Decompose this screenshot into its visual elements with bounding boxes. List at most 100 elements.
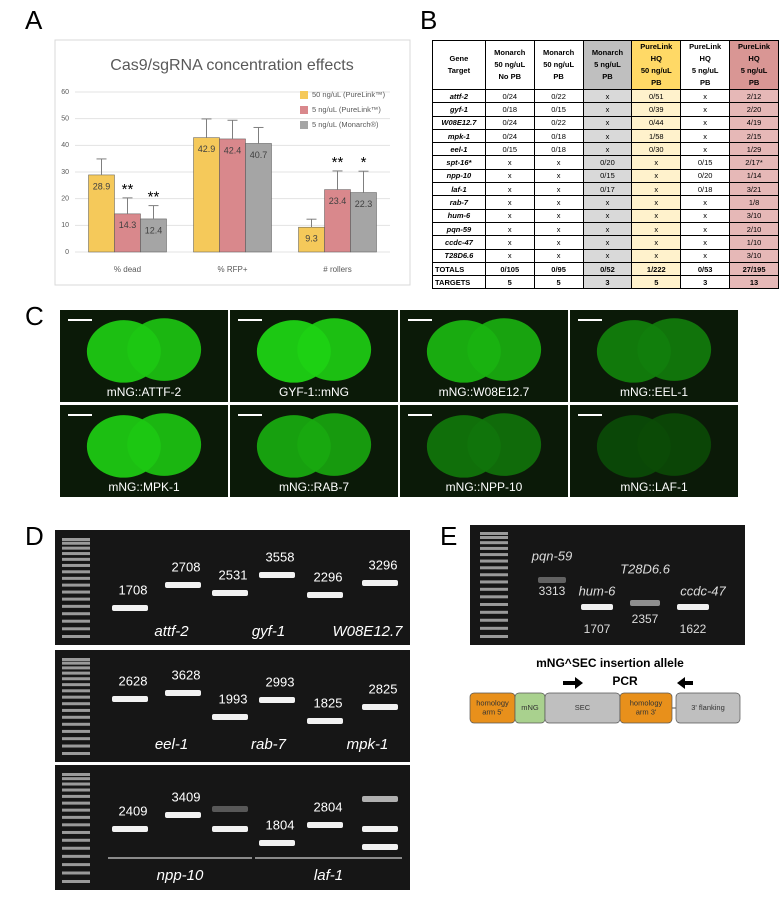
primer-arrow [677,677,693,689]
ladder-band [62,635,90,638]
table-cell: x [631,208,682,223]
ladder-band [480,546,508,550]
bar [350,192,377,253]
ladder-band [480,559,508,563]
cell-blob [127,413,202,476]
table-cell: 0/39 [631,102,682,117]
table-cell: x [680,102,731,117]
table-cell: x [533,235,584,250]
ladder-band [62,702,90,706]
panel-label: A [25,5,43,35]
table-cell: 3 [582,275,633,290]
table-cell: Gene Target [432,40,486,90]
gel-band [259,840,295,846]
band-size: 3296 [369,557,398,572]
table-cell: x [582,208,633,223]
ladder-band [62,744,90,748]
gene-name: W08E12.7 [332,623,403,640]
table-cell: 3/10 [729,208,779,223]
table-cell: x [631,182,682,197]
ladder-band [62,695,90,699]
ladder-band [62,782,90,786]
table-row: T28D6.6 x x x x x 3/10 [432,248,779,263]
table-cell: x [680,88,731,104]
header-line: 5 ng/uL [740,66,768,75]
table-cell: attf-2 [432,88,486,104]
part-label: homology [630,698,663,707]
table-cell: x [680,208,731,223]
table-cell: 0/15 [680,155,731,170]
value-label: 40.7 [250,150,268,160]
gel-band [212,806,248,812]
ladder-band [62,871,90,875]
cell-blob [637,318,712,381]
gene-name: pqn-59 [531,548,572,563]
table-row: mpk-1 0/24 0/18 x 1/58 x 2/15 [432,128,779,144]
band-size: 1825 [314,695,343,710]
significance: ** [148,189,160,206]
ladder-band [480,587,508,591]
table-row: pqn-59 x x x x x 2/10 [432,221,779,237]
ladder-band [62,619,90,623]
table-cell: x [680,142,731,157]
table-cell: 0/20 [582,155,633,170]
table-cell: 13 [729,275,779,290]
bar [245,143,272,253]
gene-name: gyf-1 [252,623,285,640]
header-line: Monarch [494,48,526,57]
table-cell: x [484,195,535,210]
band-size: 3558 [266,549,295,564]
ladder-band [480,535,508,539]
micrograph: mNG::W08E12.7 [400,310,568,402]
y-tick-label: 10 [61,222,69,229]
table-cell: 4/19 [729,115,779,130]
ladder-band [480,595,508,599]
table-row: spt-16* x x 0/20 x 0/15 2/17* [432,155,779,170]
ladder-band [62,823,90,827]
table-cell: x [533,155,584,170]
gel-band [362,844,398,850]
header-line: PureLink HQ [738,42,771,63]
gel-band [307,822,343,828]
ladder-band [62,627,90,631]
ladder-band [62,661,90,665]
panel-label: D [25,521,44,551]
image-label: mNG::NPP-10 [446,480,523,494]
cell-blob [297,413,372,476]
part-label: arm 5' [482,707,503,716]
gel-band [362,796,398,802]
ladder-band [62,689,90,693]
table-cell: T28D6.6 [432,248,486,263]
ladder-band [480,573,508,577]
gel-band [112,696,148,702]
legend-label: 50 ng/uL (PureLink™) [312,90,386,99]
table-cell: 0/52 [582,261,633,277]
table-cell: x [582,235,633,250]
micrograph: mNG::NPP-10 [400,405,568,497]
gene-name: eel-1 [155,736,188,753]
error-bar [306,218,317,228]
table-cell: x [484,248,535,263]
table-cell: TOTALS [432,261,486,277]
gel-band [112,826,148,832]
table-cell: x [631,168,682,184]
table-cell: Monarch 50 ng/uL PB [533,40,584,90]
table-cell: 0/17 [582,182,633,197]
header-line: No PB [498,72,522,81]
ladder-band [62,557,90,561]
value-label: 14.3 [119,220,137,230]
table-cell: npp-10 [432,168,486,184]
table-cell: 0/95 [533,261,584,277]
error-bar [148,205,159,219]
table-cell: x [484,208,535,223]
gel-band [112,605,148,611]
part-label: 3' flanking [691,703,725,712]
table-cell: x [582,248,633,263]
header-line: 5 ng/uL [594,60,621,69]
ladder-band [62,773,90,776]
table-cell: 2/15 [729,128,779,144]
value-label: 42.4 [224,145,242,155]
table-cell: 5 [484,275,535,290]
gel-band [630,600,660,606]
